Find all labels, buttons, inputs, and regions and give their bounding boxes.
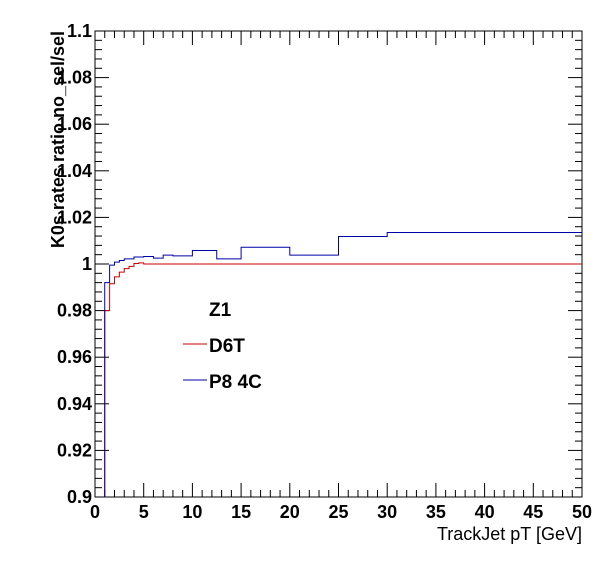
- x-tick-label: 0: [90, 502, 100, 522]
- x-axis-title: TrackJet pT [GeV]: [437, 524, 582, 544]
- y-tick-label: 0.92: [57, 440, 92, 460]
- y-tick-label: 1.1: [67, 21, 92, 41]
- x-tick-label: 20: [280, 502, 300, 522]
- legend-label: D6T: [209, 336, 245, 357]
- x-tick-label: 50: [572, 502, 592, 522]
- x-tick-label: 35: [426, 502, 446, 522]
- legend-label: P8 4C: [209, 372, 262, 393]
- x-tick-label: 25: [328, 502, 348, 522]
- y-tick-label: 0.94: [57, 394, 92, 414]
- y-tick-label: 0.9: [67, 487, 92, 507]
- y-tick-label: 1.04: [57, 161, 92, 181]
- y-tick-label: 1.06: [57, 114, 92, 134]
- y-tick-label: 1.02: [57, 207, 92, 227]
- y-tick-labels: 0.9 0.92 0.94 0.96 0.98 1 1.02 1.04 1.06 1.08 1.1: [57, 21, 92, 507]
- series-layer: [104, 232, 582, 497]
- legend-label: Z1: [209, 300, 232, 321]
- y-tick-label: 0.96: [57, 347, 92, 367]
- series-line-d6t: [104, 262, 582, 497]
- x-tick-label: 10: [182, 502, 202, 522]
- y-tick-label: 1: [82, 254, 92, 274]
- series-line-p8-4c: [104, 232, 582, 497]
- x-tick-label: 45: [523, 502, 543, 522]
- y-axis-title: K0s rates ratio no_sel/sel: [48, 31, 68, 248]
- x-tick-label: 5: [139, 502, 149, 522]
- x-tick-label: 30: [377, 502, 397, 522]
- x-tick-label: 40: [475, 502, 495, 522]
- y-tick-label: 0.98: [57, 301, 92, 321]
- axis-ticks: [94, 30, 583, 498]
- x-tick-labels: 0 5 10 15 20 25 30 35 40 45 50: [90, 502, 592, 522]
- legend: Z1 D6T P8 4C: [183, 300, 262, 393]
- x-tick-label: 15: [231, 502, 251, 522]
- y-tick-label: 1.08: [57, 68, 92, 88]
